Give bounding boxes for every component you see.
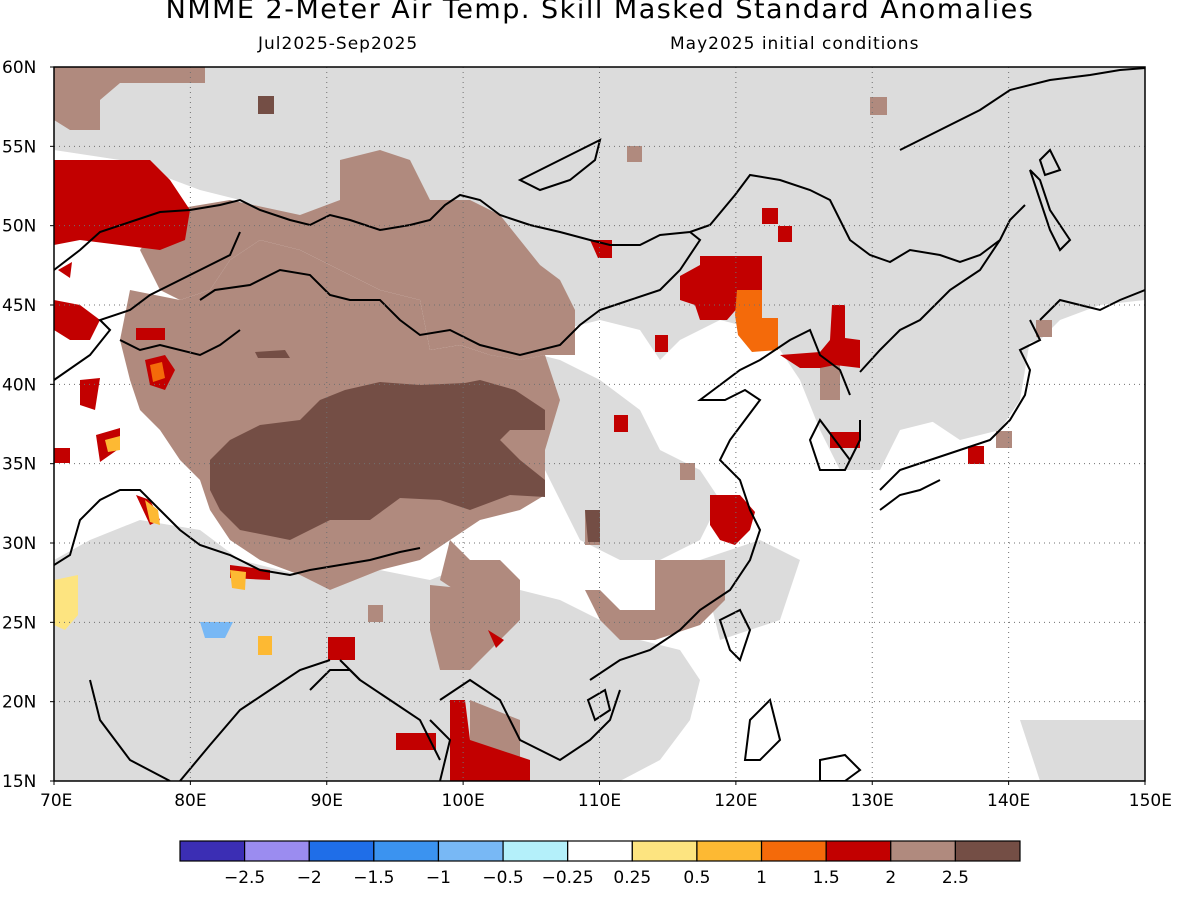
latitude-tick-label: 20N	[2, 693, 36, 713]
latitude-tick-label: 45N	[2, 296, 36, 316]
longitude-tick-label: 90E	[311, 791, 343, 811]
latitude-tick-label: 25N	[2, 613, 36, 633]
colorbar-label: 0.25	[613, 868, 651, 888]
longitude-tick-label: 100E	[442, 791, 485, 811]
latitude-tick-label: 30N	[2, 534, 36, 554]
colorbar-swatch	[567, 840, 633, 862]
colorbar-swatch	[890, 840, 956, 862]
colorbar-swatch	[631, 840, 698, 862]
colorbar-legend: −2.5 −2 −1.5 −1 −0.5 −0.25 0.25 0.5 1 1.5 2 2.5	[179, 840, 1021, 888]
colorbar-label: 0.5	[683, 868, 710, 888]
initial-conditions-label: May2025 initial conditions	[670, 34, 920, 54]
colorbar-swatch	[502, 840, 569, 862]
anomaly-plus-3-layer	[210, 96, 600, 542]
map-plot-area	[54, 67, 1145, 781]
colorbar-swatch	[437, 840, 504, 862]
anomaly-plus-2-layer	[54, 160, 984, 781]
longitude-tick-label: 130E	[851, 791, 894, 811]
longitude-tick-label: 150E	[1129, 791, 1172, 811]
anomaly-other-layer	[54, 290, 778, 655]
latitude-tick-label: 35N	[2, 455, 36, 475]
map-title: NMME 2-Meter Air Temp. Skill Masked Stan…	[165, 0, 1035, 25]
axis-tick-labels: 70E 80E 90E 100E 110E 120E 130E 140E 150E 15N 20N 2…	[2, 58, 1172, 811]
latitude-tick-label: 40N	[2, 375, 36, 395]
colorbar-swatch	[244, 840, 310, 862]
longitude-tick-label: 120E	[714, 791, 757, 811]
colorbar-label: −0.5	[482, 868, 523, 888]
colorbar-label: 1.5	[813, 868, 840, 888]
colorbar-swatch	[308, 840, 375, 862]
longitude-tick-label: 70E	[40, 791, 72, 811]
coastline-layer	[54, 67, 1145, 781]
latitude-tick-label: 15N	[2, 772, 36, 792]
valid-period-label: Jul2025-Sep2025	[258, 34, 419, 54]
colorbar-swatch	[760, 840, 827, 862]
colorbar-swatch	[954, 840, 1021, 862]
longitude-tick-label: 140E	[987, 791, 1030, 811]
latitude-tick-label: 60N	[2, 58, 36, 78]
colorbar-swatch	[179, 840, 246, 862]
colorbar-label: −2	[297, 868, 322, 888]
graticule-layer	[54, 67, 1145, 781]
latitude-tick-label: 50N	[2, 217, 36, 237]
colorbar-label: 2.5	[942, 868, 969, 888]
latitude-tick-label: 55N	[2, 137, 36, 157]
colorbar-swatch	[825, 840, 892, 862]
colorbar-label: −1	[426, 868, 451, 888]
colorbar-label: −1.5	[353, 868, 394, 888]
longitude-tick-label: 80E	[174, 791, 206, 811]
colorbar-label: 2	[885, 868, 896, 888]
colorbar-label: −0.25	[542, 868, 594, 888]
colorbar-label: −2.5	[224, 868, 265, 888]
colorbar-label: 1	[756, 868, 767, 888]
longitude-tick-label: 110E	[578, 791, 621, 811]
colorbar-swatch	[373, 840, 440, 862]
colorbar-swatch	[696, 840, 763, 862]
